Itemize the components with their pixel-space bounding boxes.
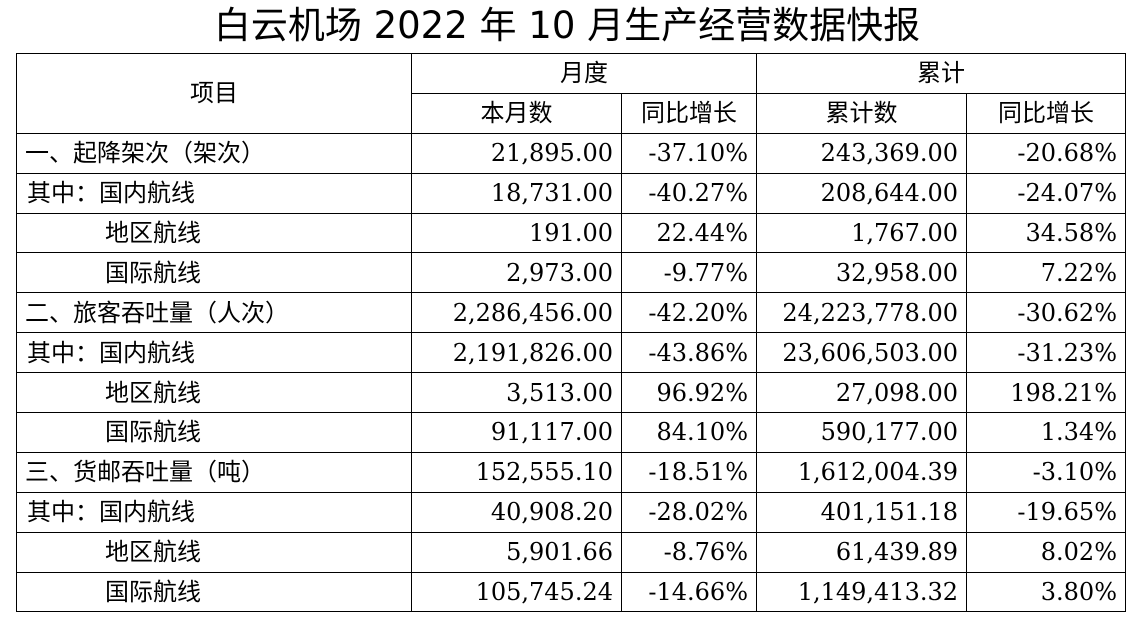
header-cum-yoy: 同比增长 xyxy=(966,92,1126,134)
cum-value: 243,369.00 xyxy=(756,132,967,174)
row-label: 地区航线 xyxy=(16,531,412,573)
table-row: 国际航线 105,745.24 -14.66% 1,149,413.32 3.8… xyxy=(16,571,1126,613)
cum-yoy: -3.10% xyxy=(966,451,1126,493)
row-label: 其中：国内航线 xyxy=(16,491,412,533)
cum-yoy: -19.65% xyxy=(966,491,1126,533)
month-yoy: -18.51% xyxy=(621,451,757,493)
month-yoy: -9.77% xyxy=(621,252,757,294)
header-month-value: 本月数 xyxy=(411,92,622,134)
month-value: 191.00 xyxy=(411,212,622,254)
month-yoy: -28.02% xyxy=(621,491,757,533)
cum-yoy: -31.23% xyxy=(966,332,1126,374)
cum-yoy: -20.68% xyxy=(966,132,1126,174)
table-row: 其中：国内航线 40,908.20 -28.02% 401,151.18 -19… xyxy=(16,491,1126,533)
month-value: 105,745.24 xyxy=(411,571,622,613)
cum-yoy: 8.02% xyxy=(966,531,1126,573)
row-label: 地区航线 xyxy=(16,212,412,254)
cum-yoy: 198.21% xyxy=(966,372,1126,414)
header-month-group: 月度 xyxy=(411,53,757,94)
row-label: 地区航线 xyxy=(16,372,412,414)
month-yoy: 22.44% xyxy=(621,212,757,254)
table-row: 地区航线 191.00 22.44% 1,767.00 34.58% xyxy=(16,212,1126,254)
cum-value: 1,612,004.39 xyxy=(756,451,967,493)
header-cum-value: 累计数 xyxy=(756,92,967,134)
table-row: 其中：国内航线 18,731.00 -40.27% 208,644.00 -24… xyxy=(16,172,1126,214)
table-row: 三、货邮吞吐量（吨） 152,555.10 -18.51% 1,612,004.… xyxy=(16,451,1126,493)
month-yoy: -8.76% xyxy=(621,531,757,573)
row-label: 三、货邮吞吐量（吨） xyxy=(16,451,412,493)
cum-value: 27,098.00 xyxy=(756,372,967,414)
month-yoy: -14.66% xyxy=(621,571,757,613)
month-value: 40,908.20 xyxy=(411,491,622,533)
cum-value: 1,149,413.32 xyxy=(756,571,967,613)
table-row: 国际航线 91,117.00 84.10% 590,177.00 1.34% xyxy=(16,412,1126,453)
row-label: 二、旅客吞吐量（人次） xyxy=(16,292,412,334)
table-row: 二、旅客吞吐量（人次） 2,286,456.00 -42.20% 24,223,… xyxy=(16,292,1126,334)
cum-yoy: 34.58% xyxy=(966,212,1126,254)
month-yoy: -42.20% xyxy=(621,292,757,334)
cum-yoy: 7.22% xyxy=(966,252,1126,294)
table-row: 地区航线 5,901.66 -8.76% 61,439.89 8.02% xyxy=(16,531,1126,573)
row-label: 其中：国内航线 xyxy=(16,332,412,374)
month-value: 91,117.00 xyxy=(411,412,622,453)
month-value: 152,555.10 xyxy=(411,451,622,493)
table-row: 其中：国内航线 2,191,826.00 -43.86% 23,606,503.… xyxy=(16,332,1126,374)
cum-value: 590,177.00 xyxy=(756,412,967,453)
month-yoy: 96.92% xyxy=(621,372,757,414)
cum-value: 61,439.89 xyxy=(756,531,967,573)
cum-value: 24,223,778.00 xyxy=(756,292,967,334)
table-row: 地区航线 3,513.00 96.92% 27,098.00 198.21% xyxy=(16,372,1126,414)
table-row: 国际航线 2,973.00 -9.77% 32,958.00 7.22% xyxy=(16,252,1126,294)
header-cumulative-group: 累计 xyxy=(756,53,1126,94)
month-value: 2,286,456.00 xyxy=(411,292,622,334)
month-value: 5,901.66 xyxy=(411,531,622,573)
cum-value: 1,767.00 xyxy=(756,212,967,254)
table-row: 一、起降架次（架次） 21,895.00 -37.10% 243,369.00 … xyxy=(16,132,1126,174)
row-label: 国际航线 xyxy=(16,412,412,453)
month-value: 18,731.00 xyxy=(411,172,622,214)
cum-value: 208,644.00 xyxy=(756,172,967,214)
month-value: 2,973.00 xyxy=(411,252,622,294)
month-yoy: -37.10% xyxy=(621,132,757,174)
header-month-yoy: 同比增长 xyxy=(621,92,757,134)
cum-yoy: -24.07% xyxy=(966,172,1126,214)
production-data-table: 项目 月度 累计 本月数 同比增长 累计数 同比增长 一、起降架次（架次） 21… xyxy=(16,53,1126,613)
cum-value: 23,606,503.00 xyxy=(756,332,967,374)
cum-yoy: 1.34% xyxy=(966,412,1126,453)
header-item: 项目 xyxy=(16,53,412,134)
page-title: 白云机场 2022 年 10 月生产经营数据快报 xyxy=(213,4,921,47)
row-label: 国际航线 xyxy=(16,571,412,613)
month-yoy: -40.27% xyxy=(621,172,757,214)
cum-yoy: 3.80% xyxy=(966,571,1126,613)
row-label: 一、起降架次（架次） xyxy=(16,132,412,174)
header-row-group: 项目 月度 累计 xyxy=(16,53,1126,134)
cum-value: 32,958.00 xyxy=(756,252,967,294)
row-label: 国际航线 xyxy=(16,252,412,294)
month-yoy: -43.86% xyxy=(621,332,757,374)
cum-value: 401,151.18 xyxy=(756,491,967,533)
cum-yoy: -30.62% xyxy=(966,292,1126,334)
row-label: 其中：国内航线 xyxy=(16,172,412,214)
month-value: 2,191,826.00 xyxy=(411,332,622,374)
month-yoy: 84.10% xyxy=(621,412,757,453)
month-value: 3,513.00 xyxy=(411,372,622,414)
month-value: 21,895.00 xyxy=(411,132,622,174)
